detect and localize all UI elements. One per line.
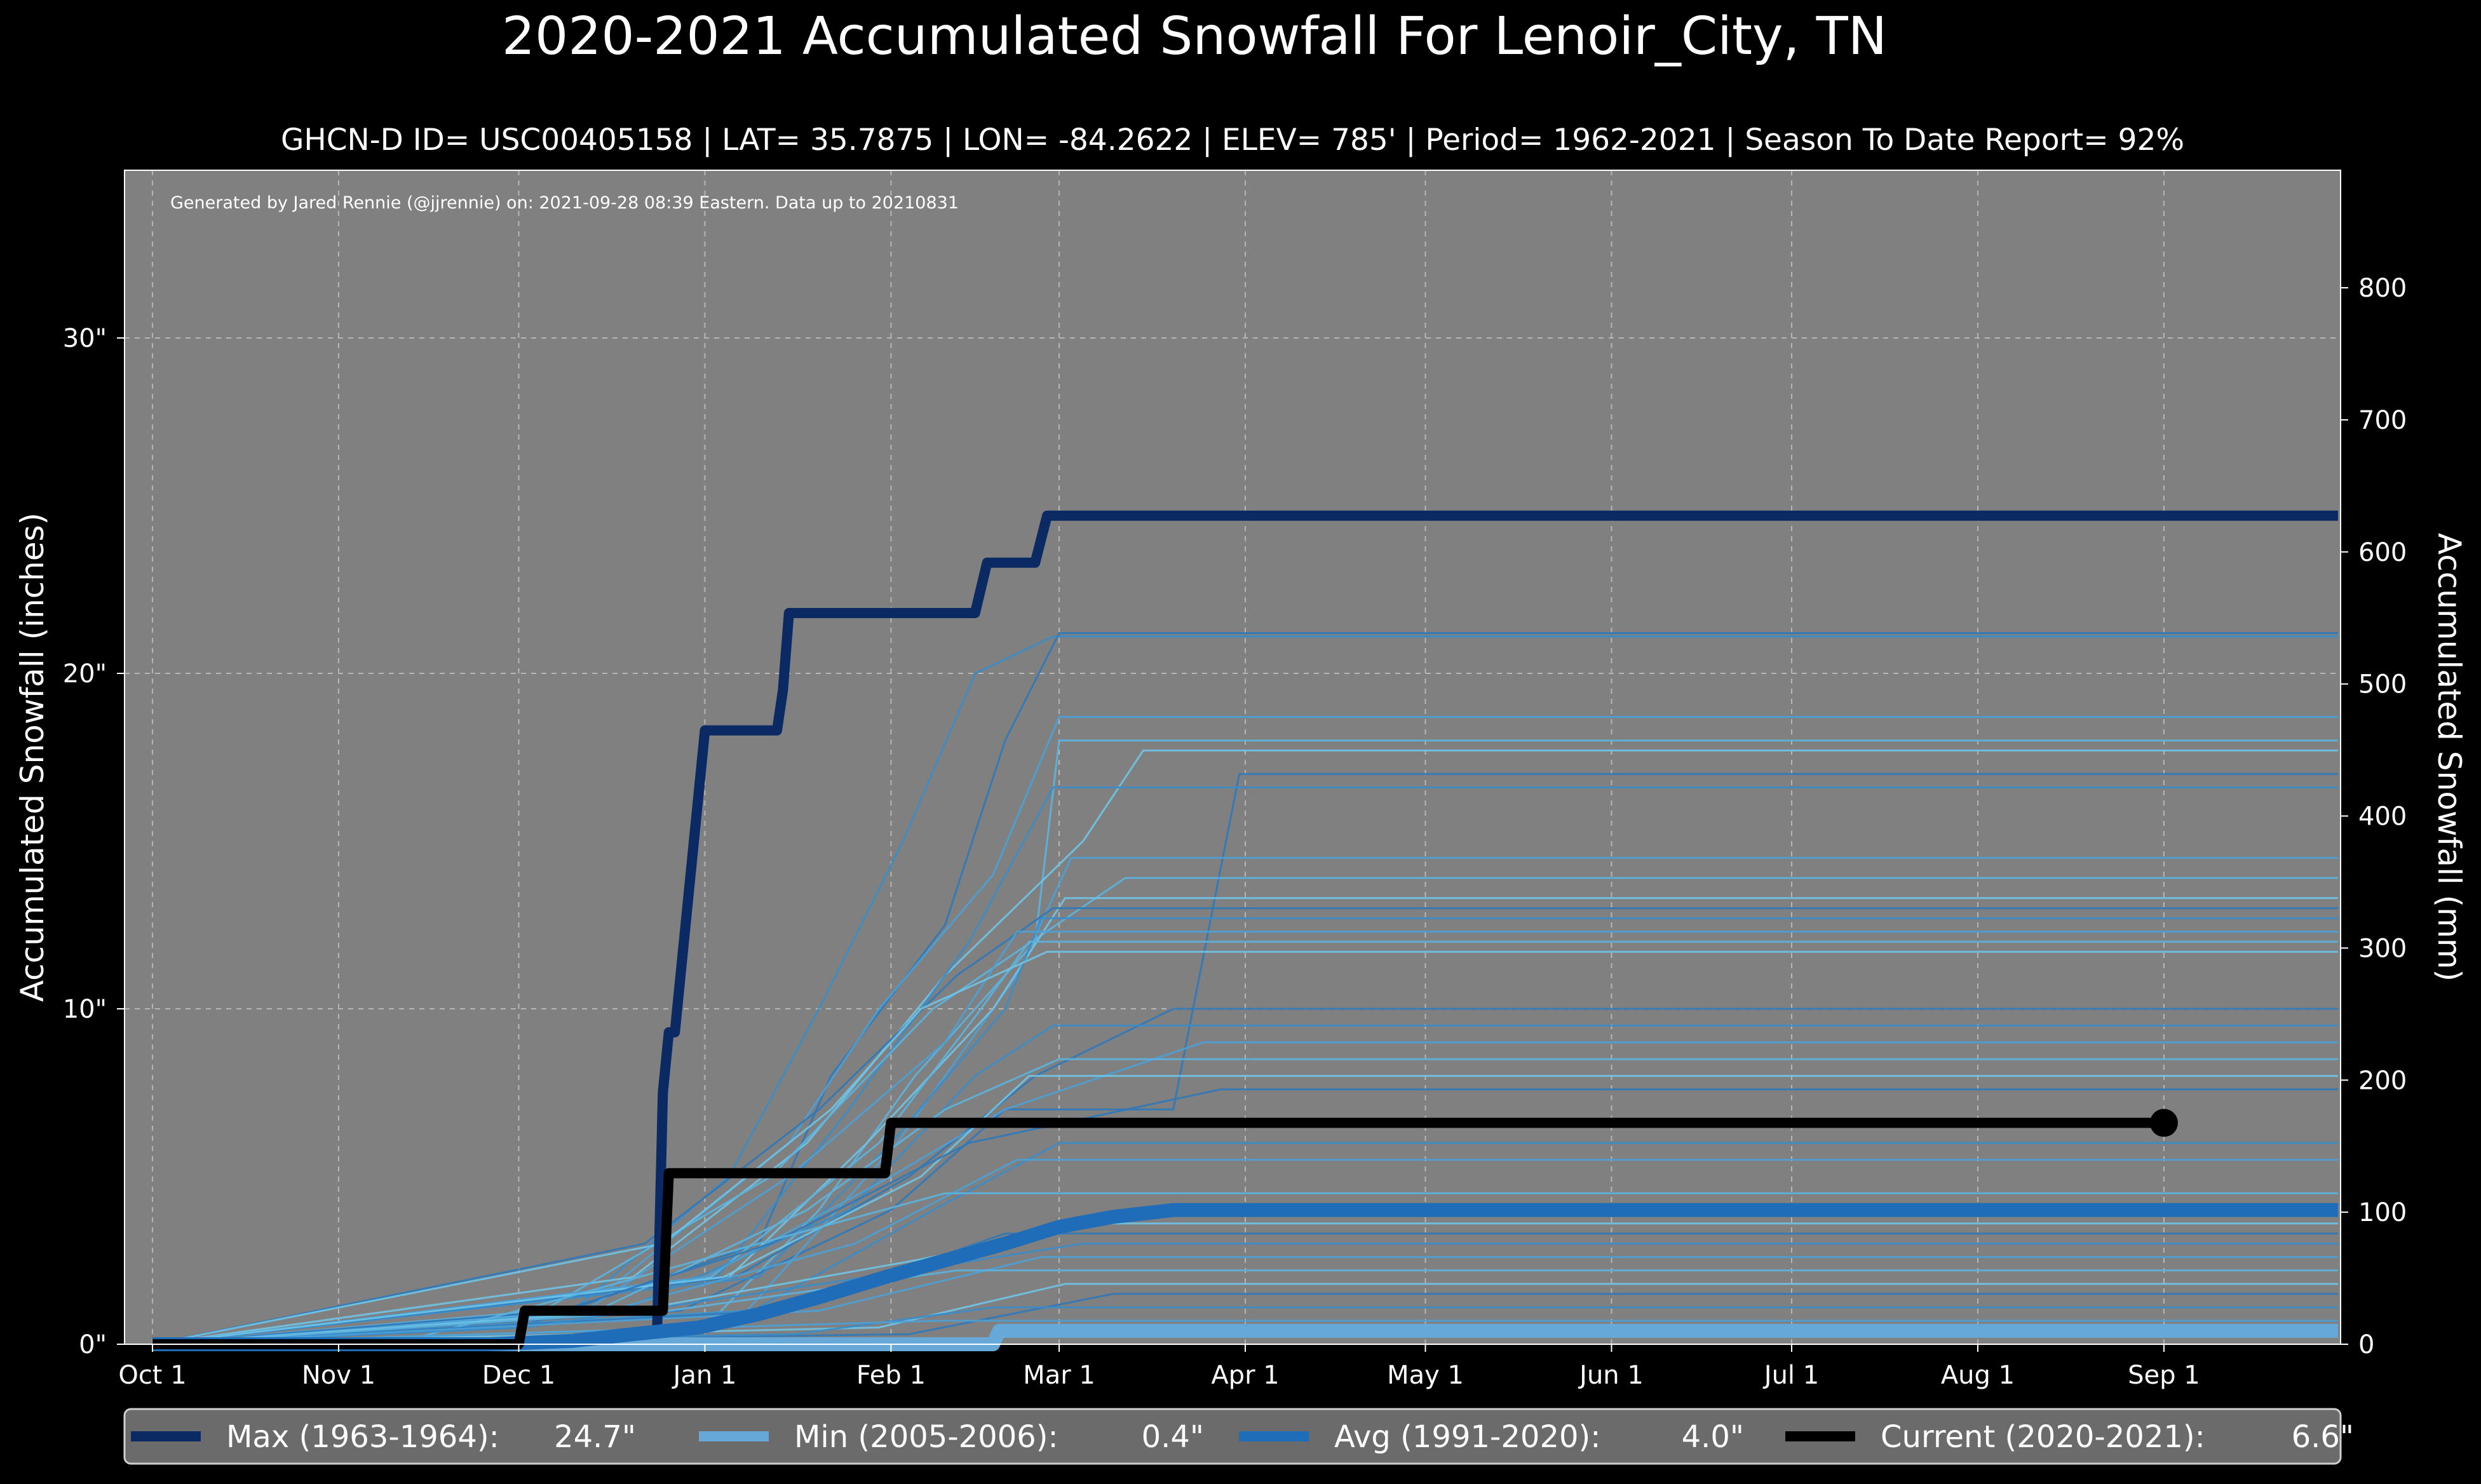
x-tick-label: Mar 1 — [1023, 1361, 1095, 1390]
x-tick-label: Jan 1 — [672, 1361, 737, 1390]
x-tick-label: Jun 1 — [1578, 1361, 1644, 1390]
legend-entry-label: Max (1963-1964): — [226, 1419, 499, 1455]
x-tick-label: May 1 — [1387, 1361, 1464, 1390]
legend: Max (1963-1964): 24.7" Min (2005-2006): 0.4… — [125, 1409, 2354, 1464]
y-tick-label-right: 800 — [2358, 274, 2407, 303]
credit-text: Generated by Jared Rennie (@jjrennie) on… — [170, 193, 959, 213]
legend-entry-value: 6.6" — [2292, 1419, 2354, 1455]
y-tick-label-left: 20" — [63, 659, 107, 689]
legend-entry-value: 0.4" — [1142, 1419, 1204, 1455]
y-tick-label-left: 0" — [79, 1330, 107, 1359]
y-tick-label-right: 0 — [2358, 1330, 2374, 1359]
y-tick-label-right: 600 — [2358, 538, 2407, 567]
x-tick-label: Jul 1 — [1762, 1361, 1819, 1390]
y-tick-label-right: 300 — [2358, 934, 2407, 963]
legend-entry-label: Min (2005-2006): — [794, 1419, 1058, 1455]
legend-entry-value: 24.7" — [554, 1419, 636, 1455]
x-tick-label: Nov 1 — [302, 1361, 375, 1390]
right-axis-title: Accumulated Snowfall (mm) — [2431, 533, 2468, 981]
x-tick-label: Oct 1 — [118, 1361, 186, 1390]
current-endpoint-marker — [2150, 1109, 2178, 1137]
y-tick-label-left: 30" — [63, 324, 107, 353]
legend-entry-value: 4.0" — [1682, 1419, 1744, 1455]
legend-entry-label: Current (2020-2021): — [1881, 1419, 2205, 1455]
x-tick-label: Aug 1 — [1941, 1361, 2015, 1390]
y-tick-label-right: 200 — [2358, 1066, 2407, 1095]
y-tick-label-left: 10" — [63, 995, 107, 1024]
x-tick-label: Apr 1 — [1211, 1361, 1279, 1390]
y-tick-label-right: 500 — [2358, 670, 2407, 699]
legend-entry-label: Avg (1991-2020): — [1334, 1419, 1600, 1455]
y-tick-label-right: 400 — [2358, 802, 2407, 832]
plot-area — [125, 170, 2341, 1344]
x-tick-label: Dec 1 — [482, 1361, 556, 1390]
y-tick-label-right: 700 — [2358, 406, 2407, 435]
left-axis-title: Accumulated Snowfall (inches) — [14, 513, 51, 1002]
x-tick-label: Feb 1 — [856, 1361, 926, 1390]
x-tick-label: Sep 1 — [2128, 1361, 2200, 1390]
y-tick-label-right: 100 — [2358, 1198, 2407, 1227]
